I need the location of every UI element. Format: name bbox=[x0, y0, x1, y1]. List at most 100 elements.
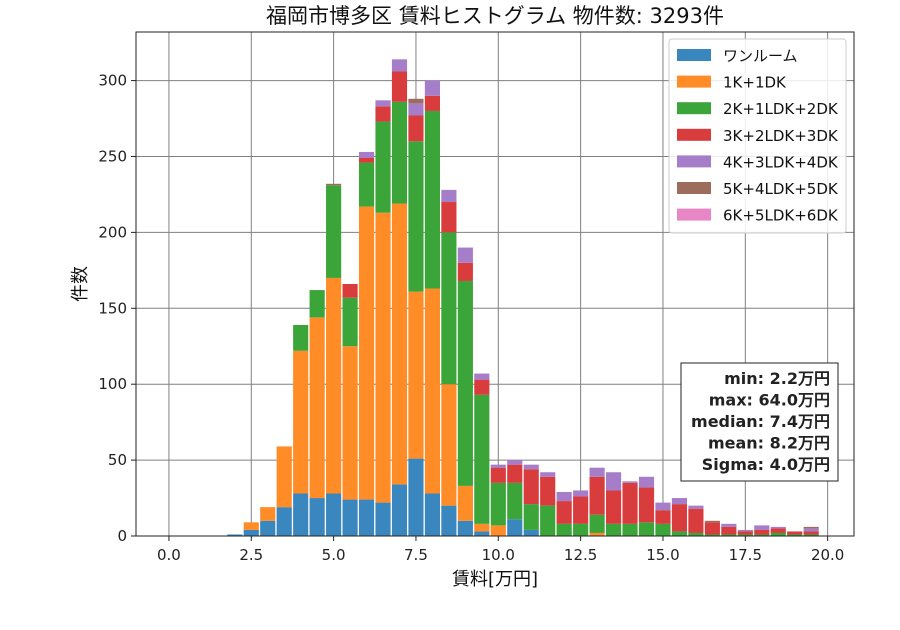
bar-segment bbox=[375, 106, 391, 122]
bar-segment bbox=[441, 189, 457, 203]
bar-segment bbox=[474, 531, 490, 536]
bar-segment bbox=[358, 499, 375, 536]
stats-line: min: 2.2万円 bbox=[724, 369, 830, 388]
x-tick-label: 7.5 bbox=[404, 546, 428, 564]
stats-line: median: 7.4万円 bbox=[691, 412, 830, 431]
bar-segment bbox=[737, 529, 753, 532]
plot-frame bbox=[135, 31, 855, 537]
bar-segment bbox=[507, 464, 523, 483]
bar-segment bbox=[589, 476, 605, 515]
bar-segment bbox=[573, 490, 589, 497]
bar-segment bbox=[441, 202, 457, 233]
bar-segment bbox=[424, 110, 440, 289]
bar-segment bbox=[227, 534, 243, 536]
bar-segment bbox=[391, 71, 408, 102]
bar-segment bbox=[293, 493, 309, 536]
bar-segment bbox=[326, 183, 342, 186]
bar-segment bbox=[408, 103, 424, 116]
legend-swatch bbox=[677, 208, 711, 221]
legend-label: 1K+1DK bbox=[723, 74, 787, 92]
y-tick-label: 0 bbox=[117, 527, 127, 545]
legend-swatch bbox=[677, 128, 711, 141]
bar-segment bbox=[441, 232, 457, 385]
bar-segment bbox=[441, 384, 457, 506]
bar-segment bbox=[408, 141, 424, 292]
bar-segment bbox=[573, 496, 589, 524]
legend-swatch bbox=[677, 75, 711, 88]
bar-segment bbox=[457, 485, 473, 521]
bar-segment bbox=[490, 525, 506, 536]
bar-segment bbox=[358, 151, 375, 158]
bar-segment bbox=[523, 464, 539, 470]
legend-label: ワンルーム bbox=[723, 47, 798, 65]
bar-segment bbox=[638, 487, 655, 523]
bar-segment bbox=[507, 519, 523, 536]
bar-segment bbox=[358, 158, 375, 163]
bar-segment bbox=[408, 291, 424, 459]
bar-segment bbox=[507, 482, 523, 520]
bar-segment bbox=[754, 525, 770, 530]
bar-segment bbox=[556, 491, 572, 502]
bar-segment bbox=[523, 529, 539, 536]
bar-segment bbox=[803, 528, 819, 532]
bar-segment bbox=[671, 504, 688, 532]
bar-segment bbox=[474, 523, 490, 532]
bar-segment bbox=[490, 482, 506, 526]
bar-segment bbox=[243, 529, 259, 536]
bar-segment bbox=[342, 284, 358, 298]
bar-segment bbox=[408, 458, 424, 536]
stats-line: mean: 8.2万円 bbox=[708, 434, 830, 453]
x-tick-label: 10.0 bbox=[482, 546, 515, 564]
bar-segment bbox=[276, 446, 292, 508]
bar-segment bbox=[391, 203, 408, 485]
stats-box-frame bbox=[680, 362, 839, 482]
legend: ワンルーム 1K+1DK 2K+1LDK+2DK 3K+2LDK+3DK 4K+3LDK… bbox=[668, 38, 847, 234]
legend-box bbox=[668, 38, 847, 234]
bar-segment bbox=[556, 523, 572, 536]
bar-segment bbox=[737, 531, 753, 535]
legend-label: 2K+1LDK+2DK bbox=[723, 100, 839, 118]
bar-segment bbox=[326, 277, 342, 494]
bar-segment bbox=[704, 522, 720, 535]
stats-line: max: 64.0万円 bbox=[709, 391, 830, 410]
legend-label: 3K+2LDK+3DK bbox=[723, 127, 839, 145]
y-axis-label: 件数 bbox=[70, 266, 91, 302]
bar-segment bbox=[770, 526, 786, 529]
bar-segment bbox=[540, 472, 556, 477]
bar-segment bbox=[754, 534, 770, 536]
bar-segment bbox=[424, 95, 440, 111]
bar-segment bbox=[358, 206, 375, 500]
x-tick-label: 12.5 bbox=[564, 546, 597, 564]
legend-swatch bbox=[677, 49, 711, 61]
bar-segment bbox=[375, 502, 391, 536]
x-tick-label: 17.5 bbox=[729, 546, 762, 564]
bar-segment bbox=[342, 297, 358, 347]
bar-segment bbox=[309, 290, 325, 318]
bar-segment bbox=[704, 534, 720, 536]
legend-label: 5K+4LDK+5DK bbox=[723, 180, 839, 198]
bar-segment bbox=[721, 523, 737, 527]
bar-segment bbox=[688, 508, 704, 533]
bar-segment bbox=[540, 476, 556, 506]
bar-segment bbox=[424, 493, 440, 536]
legend-swatch bbox=[677, 182, 711, 194]
bar-segment bbox=[309, 498, 325, 536]
bar-segment bbox=[605, 523, 622, 536]
bar-segment bbox=[375, 212, 391, 503]
bar-segment bbox=[358, 162, 375, 207]
x-tick-label: 2.5 bbox=[239, 546, 263, 564]
bar-segment bbox=[424, 80, 440, 96]
y-tick-label: 150 bbox=[98, 299, 127, 317]
bar-segment bbox=[441, 505, 457, 536]
bar-segment bbox=[326, 185, 342, 278]
y-tick-label: 50 bbox=[108, 451, 127, 469]
bar-segment bbox=[474, 394, 490, 524]
bar-segment bbox=[688, 505, 704, 509]
stats-box: min: 2.2万円 max: 64.0万円 median: 7.4万円 mean: … bbox=[680, 362, 839, 482]
bar-segment bbox=[243, 522, 259, 530]
bar-segment bbox=[605, 472, 622, 491]
bar-segment bbox=[457, 520, 473, 536]
x-tick-label: 0.0 bbox=[157, 546, 181, 564]
